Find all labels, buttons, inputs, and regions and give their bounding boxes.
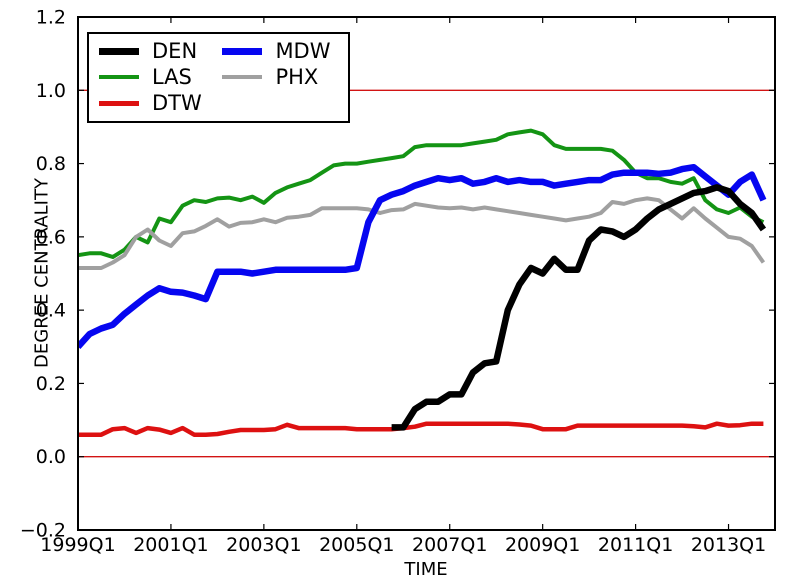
x-tick-label: 2003Q1 bbox=[226, 534, 301, 556]
y-tick-label: 0.6 bbox=[36, 226, 66, 248]
dtw-line-swatch bbox=[99, 100, 139, 106]
y-tick-label: 0.8 bbox=[36, 153, 66, 175]
legend-label-den: DEN bbox=[152, 39, 198, 64]
mdw-line-swatch bbox=[222, 48, 263, 56]
y-tick-label: 1.2 bbox=[36, 7, 66, 29]
legend-label-las: LAS bbox=[152, 64, 192, 89]
x-tick-label: 1999Q1 bbox=[40, 534, 115, 556]
series-line-den bbox=[391, 184, 767, 431]
legend-item-mdw: MDW bbox=[222, 39, 340, 65]
x-tick-label: 2009Q1 bbox=[505, 534, 580, 556]
legend: DEN LAS DTW MDW PHX bbox=[87, 32, 350, 123]
legend-item-phx: PHX bbox=[222, 65, 340, 91]
phx-line-swatch bbox=[222, 75, 263, 80]
series-line-las bbox=[78, 128, 765, 259]
y-tick-label: −0.2 bbox=[20, 520, 66, 542]
den-line-swatch bbox=[99, 48, 139, 56]
x-tick-label: 2011Q1 bbox=[598, 534, 673, 556]
legend-item-den: DEN bbox=[99, 39, 222, 65]
y-tick-label: 1.0 bbox=[36, 80, 66, 102]
y-tick-label: 0.4 bbox=[36, 300, 66, 322]
x-tick-label: 2007Q1 bbox=[412, 534, 487, 556]
y-axis-title: DEGREE CENTRALITY bbox=[31, 178, 53, 368]
y-tick-label: 0.0 bbox=[36, 446, 66, 468]
tick-labels: 1999Q1 2001Q1 2003Q1 2005Q1 2007Q1 2009Q1 2011… bbox=[20, 7, 766, 557]
series-line-mdw bbox=[78, 163, 767, 349]
y-tick-label: 0.2 bbox=[36, 373, 66, 395]
series-lines bbox=[78, 128, 767, 437]
legend-label-phx: PHX bbox=[275, 64, 319, 89]
series-line-phx bbox=[78, 196, 766, 270]
plot-frame bbox=[77, 16, 776, 531]
x-tick-label: 2005Q1 bbox=[319, 534, 394, 556]
x-axis-title: TIME bbox=[404, 559, 448, 580]
series-line-dtw bbox=[78, 421, 764, 437]
x-tick-label: 2001Q1 bbox=[133, 534, 208, 556]
x-tick-label: 2013Q1 bbox=[691, 534, 766, 556]
legend-item-las: LAS bbox=[99, 65, 222, 91]
legend-label-dtw: DTW bbox=[152, 90, 202, 115]
tick-marks bbox=[77, 16, 775, 531]
legend-label-mdw: MDW bbox=[275, 39, 331, 64]
legend-item-dtw: DTW bbox=[99, 90, 222, 116]
las-line-swatch bbox=[99, 75, 139, 80]
